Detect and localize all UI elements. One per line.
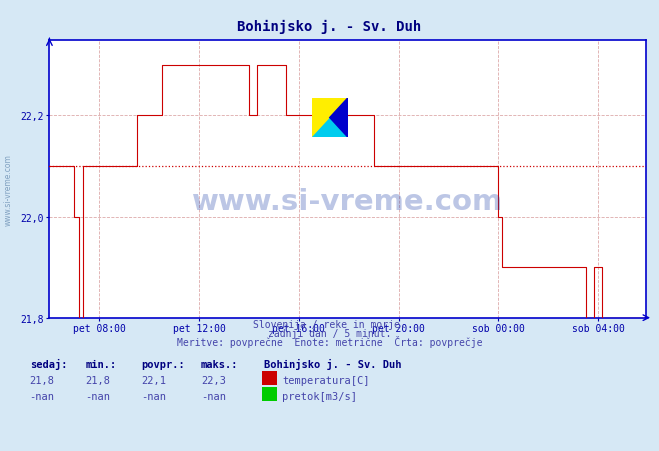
Text: zadnji dan / 5 minut.: zadnji dan / 5 minut. — [268, 328, 391, 338]
Text: Bohinjsko j. - Sv. Duh: Bohinjsko j. - Sv. Duh — [237, 20, 422, 34]
Text: Slovenija / reke in morje.: Slovenija / reke in morje. — [253, 319, 406, 329]
Text: Meritve: povprečne  Enote: metrične  Črta: povprečje: Meritve: povprečne Enote: metrične Črta:… — [177, 335, 482, 347]
Text: temperatura[C]: temperatura[C] — [282, 375, 370, 385]
Text: www.si-vreme.com: www.si-vreme.com — [192, 188, 503, 216]
Text: min.:: min.: — [86, 359, 117, 369]
Text: 21,8: 21,8 — [30, 375, 55, 385]
Text: 21,8: 21,8 — [86, 375, 111, 385]
Text: 22,3: 22,3 — [201, 375, 226, 385]
Text: www.si-vreme.com: www.si-vreme.com — [3, 153, 13, 226]
Text: 22,1: 22,1 — [142, 375, 167, 385]
Polygon shape — [330, 99, 348, 138]
Polygon shape — [312, 99, 348, 138]
Text: Bohinjsko j. - Sv. Duh: Bohinjsko j. - Sv. Duh — [264, 359, 401, 369]
Text: povpr.:: povpr.: — [142, 359, 185, 369]
Text: sedaj:: sedaj: — [30, 359, 67, 369]
Text: pretok[m3/s]: pretok[m3/s] — [282, 391, 357, 401]
Text: -nan: -nan — [86, 391, 111, 401]
Polygon shape — [312, 99, 348, 138]
Text: -nan: -nan — [30, 391, 55, 401]
Text: -nan: -nan — [201, 391, 226, 401]
Text: -nan: -nan — [142, 391, 167, 401]
Text: maks.:: maks.: — [201, 359, 239, 369]
